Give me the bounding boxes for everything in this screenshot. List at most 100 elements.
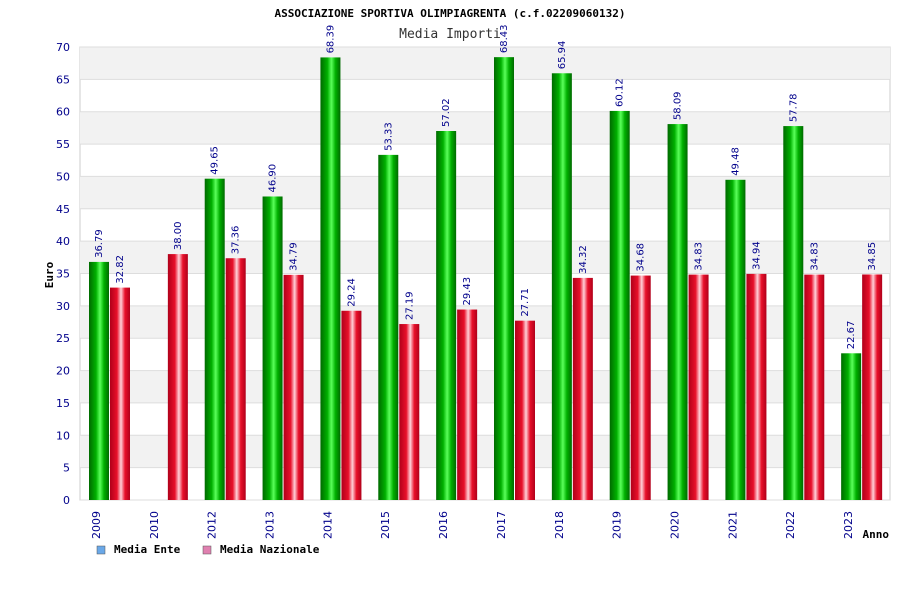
grid-band [80,435,890,468]
y-tick-label: 40 [56,235,70,248]
value-label-nazionale-2023: 34.85 [867,242,878,271]
chart-title: ASSOCIAZIONE SPORTIVA OLIMPIAGRENTA (c.f… [275,7,626,20]
value-label-nazionale-2010: 38.00 [173,221,184,250]
bar-nazionale-2022 [804,274,825,500]
value-label-nazionale-2016: 29.43 [462,277,473,306]
y-tick-label: 60 [56,106,70,119]
legend-swatch-nazionale [202,545,212,555]
y-tick-label: 0 [63,494,70,507]
grid-band [80,305,890,339]
legend: Media Ente Media Nazionale [96,543,320,556]
plot-background [79,46,891,501]
bar-nazionale-2010 [167,254,188,500]
bar-nazionale-2019 [630,275,651,500]
y-tick-label: 20 [56,365,70,378]
y-tick-label: 35 [56,268,70,281]
grid-band [80,176,890,209]
y-axis-label: Euro [43,261,56,288]
x-tick-label-2014: 2014 [321,511,334,539]
value-label-ente-2015: 53.33 [383,122,394,151]
value-label-ente-2014: 68.39 [325,25,336,54]
value-label-nazionale-2020: 34.83 [694,242,705,271]
x-tick-label-2012: 2012 [206,511,219,539]
bar-ente-2012 [204,178,225,500]
y-tick-label: 10 [56,429,70,442]
value-label-nazionale-2012: 37.36 [231,226,242,255]
x-tick-label-2016: 2016 [437,511,450,539]
x-tick-label-2010: 2010 [148,511,161,539]
bar-nazionale-2017 [515,320,535,500]
x-axis-ticks: 2009 2010 2012 2013 2014 2015 2016 2017 2018 2019… [90,511,855,539]
value-label-ente-2019: 60.12 [615,78,626,107]
y-axis-ticks: 0 5 10 15 20 25 30 35 40 45 50 55 60 65 70 [56,41,70,507]
y-tick-label: 55 [56,138,70,151]
bar-ente-2021 [725,179,746,501]
grid-band [80,241,890,274]
bar-ente-2023 [841,353,862,500]
bar-ente-2018 [551,73,572,501]
bar-nazionale-2021 [746,273,767,500]
y-tick-label: 65 [56,73,70,86]
bar-nazionale-2023 [862,274,883,500]
y-tick-label: 25 [56,332,70,345]
value-label-nazionale-2013: 34.79 [289,242,300,271]
bar-ente-2020 [667,124,688,501]
value-labels: 36.79 32.82 38.00 49.65 37.36 46.90 34.79 68.39… [94,25,878,350]
bar-nazionale-2016 [457,309,478,500]
y-tick-label: 15 [56,397,70,410]
bar-ente-2016 [436,130,457,500]
value-label-ente-2012: 49.65 [210,146,221,175]
value-label-ente-2016: 57.02 [441,98,452,127]
value-label-nazionale-2009: 32.82 [115,255,126,284]
bar-nazionale-2014 [341,310,362,500]
value-label-ente-2017: 68.43 [499,25,510,54]
x-tick-label-2018: 2018 [553,511,566,539]
value-label-ente-2023: 22.67 [846,321,857,350]
legend-swatch-ente [96,545,106,555]
bar-ente-2022 [783,126,804,500]
grid-band [80,47,890,80]
x-tick-label-2009: 2009 [90,511,103,539]
value-label-ente-2018: 65.94 [557,41,568,70]
x-tick-label-2013: 2013 [264,511,277,539]
bar-ente-2013 [262,196,283,501]
value-label-nazionale-2015: 27.19 [404,291,415,320]
grid-band [80,370,890,403]
value-label-ente-2021: 49.48 [730,147,741,176]
value-label-ente-2020: 58.09 [673,91,684,120]
x-tick-label-2022: 2022 [784,511,797,539]
bar-nazionale-2015 [399,324,420,500]
x-axis-label: Anno [863,528,890,541]
bar-ente-2019 [609,110,630,500]
value-label-ente-2013: 46.90 [268,164,279,193]
value-label-nazionale-2022: 34.83 [809,242,820,271]
y-tick-label: 30 [56,300,70,313]
x-tick-label-2015: 2015 [379,511,392,539]
value-label-nazionale-2014: 29.24 [346,278,357,307]
x-tick-label-2017: 2017 [495,511,508,539]
value-label-nazionale-2021: 34.94 [751,241,762,270]
y-tick-label: 45 [56,203,70,216]
bar-nazionale-2013 [283,274,304,500]
y-tick-label: 50 [56,170,70,183]
bar-ente-2014 [320,57,341,500]
bar-nazionale-2020 [688,274,709,500]
value-label-nazionale-2017: 27.71 [520,288,531,317]
legend-label-ente: Media Ente [114,543,181,556]
chart-subtitle: Media Importi [399,27,501,42]
bar-ente-2009 [89,261,109,500]
y-tick-label: 5 [63,462,70,475]
value-label-ente-2009: 36.79 [94,229,105,258]
x-tick-label-2020: 2020 [669,511,682,539]
value-label-ente-2022: 57.78 [788,93,799,122]
bars [89,57,883,501]
value-label-nazionale-2018: 34.32 [578,245,589,274]
bar-nazionale-2012 [225,258,246,500]
bar-ente-2017 [494,57,514,500]
bar-ente-2015 [378,154,399,500]
bar-nazionale-2018 [572,277,593,500]
y-tick-label: 70 [56,41,70,54]
x-tick-label-2019: 2019 [611,511,624,539]
x-tick-label-2023: 2023 [842,511,855,539]
